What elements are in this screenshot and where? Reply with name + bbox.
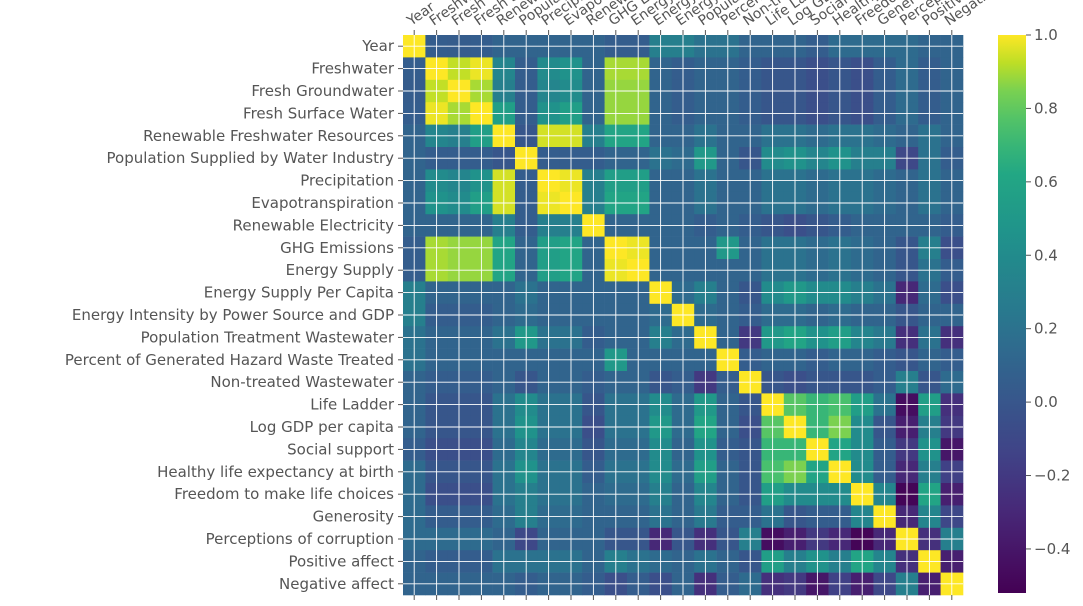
row-label: Generosity: [313, 508, 394, 526]
row-label: Population Treatment Wastewater: [141, 328, 395, 346]
colorbar-tick-label: −0.4: [1034, 540, 1070, 558]
row-label: Freshwater: [311, 60, 394, 78]
colorbar: 1.0 0.8 0.6 0.4 0.2 0.0 −0.2 −0.4: [998, 26, 1070, 593]
row-label: Year: [361, 37, 395, 55]
row-label: Log GDP per capita: [250, 418, 394, 436]
row-label: Non-treated Wastewater: [210, 373, 394, 391]
row-label: Fresh Surface Water: [243, 104, 395, 122]
row-label: Energy Intensity by Power Source and GDP: [72, 306, 394, 324]
row-label: Negative affect: [279, 575, 394, 593]
colorbar-tick-label: 1.0: [1034, 26, 1058, 44]
row-label: Percent of Generated Hazard Waste Treate…: [65, 351, 394, 369]
colorbar-tick-label: 0.8: [1034, 99, 1058, 117]
row-label: Freedom to make life choices: [174, 485, 394, 503]
colorbar-tick-label: 0.2: [1034, 320, 1058, 338]
colorbar-tick-label: −0.2: [1034, 467, 1070, 485]
row-label: GHG Emissions: [280, 239, 394, 257]
colorbar-tick-label: 0.0: [1034, 393, 1058, 411]
row-label: Positive affect: [289, 552, 395, 570]
row-label: Energy Supply: [286, 261, 395, 279]
row-label: Energy Supply Per Capita: [204, 284, 394, 302]
row-label: Renewable Freshwater Resources: [143, 127, 394, 145]
row-label: Healthy life expectancy at birth: [157, 463, 394, 481]
colorbar-bar: [998, 35, 1026, 593]
colorbar-tick-label: 0.6: [1034, 173, 1058, 191]
row-labels: Year Freshwater Fresh Groundwater Fresh Sur…: [65, 37, 403, 593]
row-label: Perceptions of corruption: [206, 530, 394, 548]
heatmap-gridlines: [403, 35, 963, 595]
row-label: Life Ladder: [310, 396, 395, 414]
row-label: Fresh Groundwater: [251, 82, 394, 100]
row-label: Precipitation: [300, 172, 394, 190]
row-label: Renewable Electricity: [233, 216, 394, 234]
row-label: Social support: [287, 440, 394, 458]
row-label: Population Supplied by Water Industry: [107, 149, 395, 167]
colorbar-tick-label: 0.4: [1034, 246, 1058, 264]
row-label: Evapotranspiration: [251, 194, 394, 212]
